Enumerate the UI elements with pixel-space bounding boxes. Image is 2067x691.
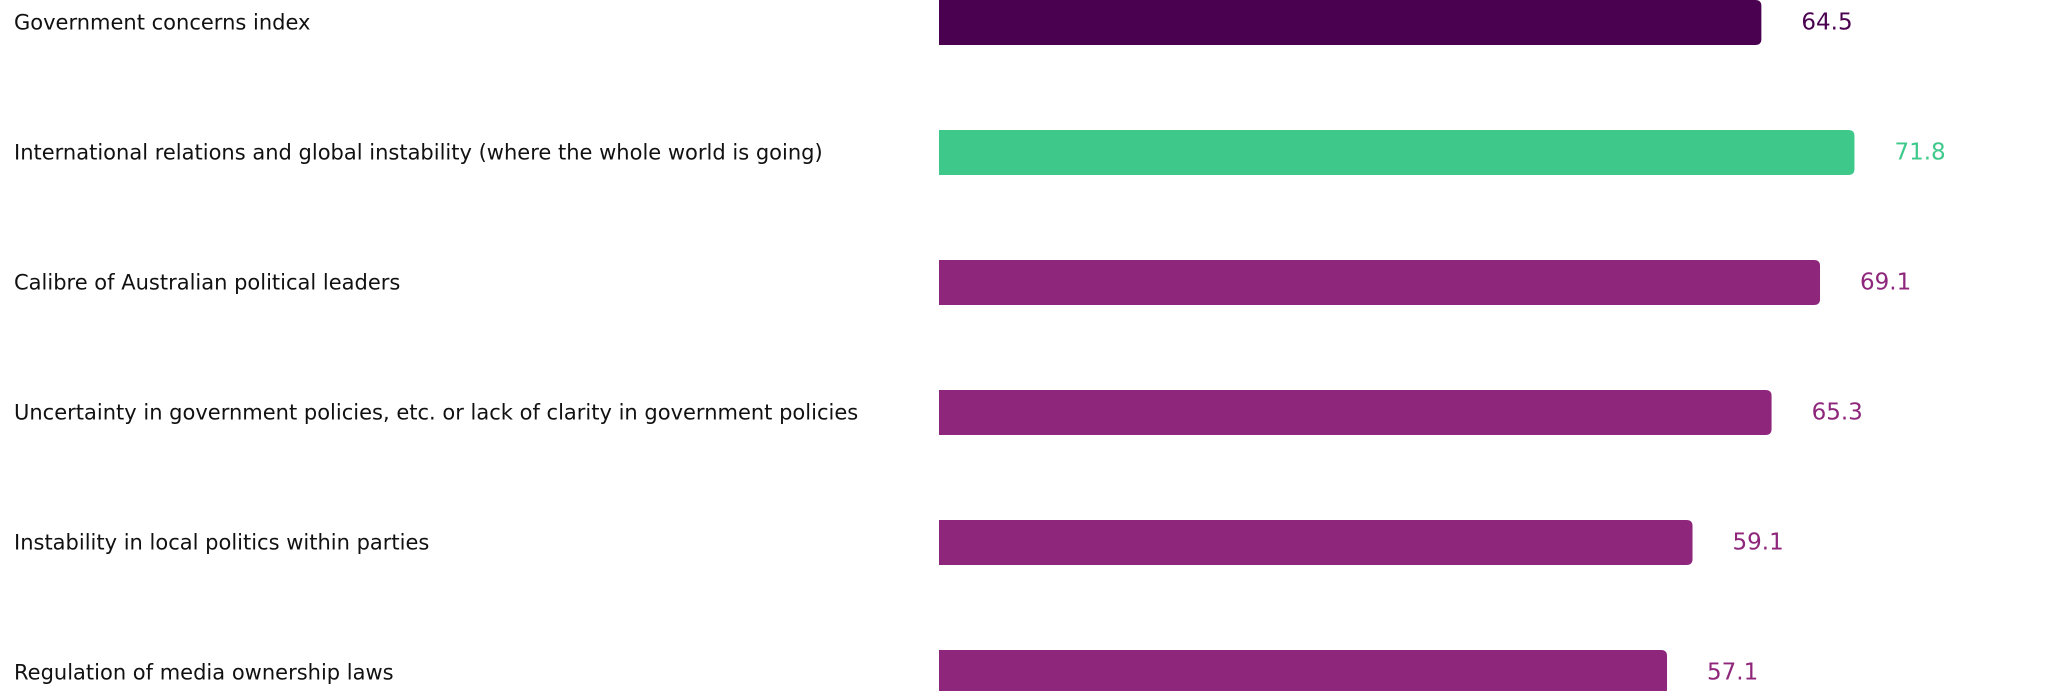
category-label: Uncertainty in government policies, etc.…	[14, 401, 858, 425]
category-label: International relations and global insta…	[14, 141, 823, 165]
category-label: Government concerns index	[14, 11, 310, 35]
bar-row: Calibre of Australian political leaders 6…	[14, 260, 1911, 305]
bar	[939, 520, 1693, 565]
value-label: 57.1	[1707, 660, 1758, 686]
value-label: 71.8	[1894, 140, 1945, 166]
bar-row: Uncertainty in government policies, etc.…	[14, 390, 1863, 435]
value-label: 59.1	[1733, 530, 1784, 556]
category-label: Regulation of media ownership laws	[14, 661, 394, 685]
bar-row: Government concerns index 64.5	[14, 0, 1853, 45]
bar-row: International relations and global insta…	[14, 130, 1946, 175]
bar	[939, 0, 1762, 45]
bar-row: Regulation of media ownership laws 57.1	[14, 650, 1758, 691]
value-label: 65.3	[1812, 400, 1863, 426]
value-label: 69.1	[1860, 270, 1911, 296]
bar-row: Instability in local politics within par…	[14, 520, 1784, 565]
category-label: Instability in local politics within par…	[14, 531, 429, 555]
bar	[939, 650, 1668, 691]
value-label: 64.5	[1801, 10, 1852, 36]
bar	[939, 260, 1821, 305]
bar	[939, 390, 1772, 435]
bar	[939, 130, 1855, 175]
category-label: Calibre of Australian political leaders	[14, 271, 400, 295]
